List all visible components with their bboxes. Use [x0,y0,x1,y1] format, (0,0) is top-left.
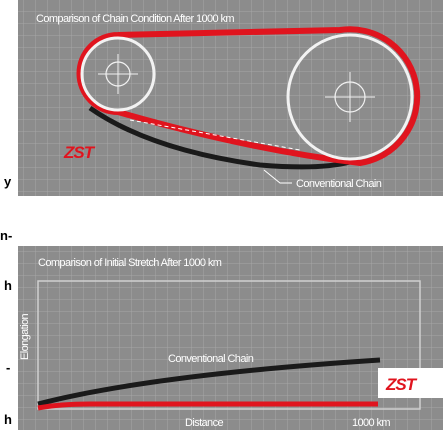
y-axis-label: Elongation [19,314,31,360]
margin-fragment: h [4,278,12,293]
zst-logo: ZST [385,375,418,394]
zst-logo: ZST [63,143,96,162]
x-end-label: 1000 km [352,417,390,429]
page: y n- h - h Comparison of Chain Condition… [0,0,443,430]
panel-bg [18,0,443,196]
margin-fragment: - [6,360,10,375]
chain-condition-panel: Comparison of Chain Condition After 1000… [18,0,443,196]
margin-fragment: n- [0,228,12,243]
panel-title: Comparison of Chain Condition After 1000… [36,13,234,25]
curve-label: Conventional Chain [168,353,254,365]
x-axis-label: Distance [185,417,223,429]
margin-fragment: y [4,174,12,189]
margin-fragment: h [4,412,12,427]
initial-stretch-panel: Comparison of Initial Stretch After 1000… [18,246,443,430]
panel-title: Comparison of Initial Stretch After 1000… [38,257,222,269]
chain-label: Conventional Chain [296,178,382,190]
